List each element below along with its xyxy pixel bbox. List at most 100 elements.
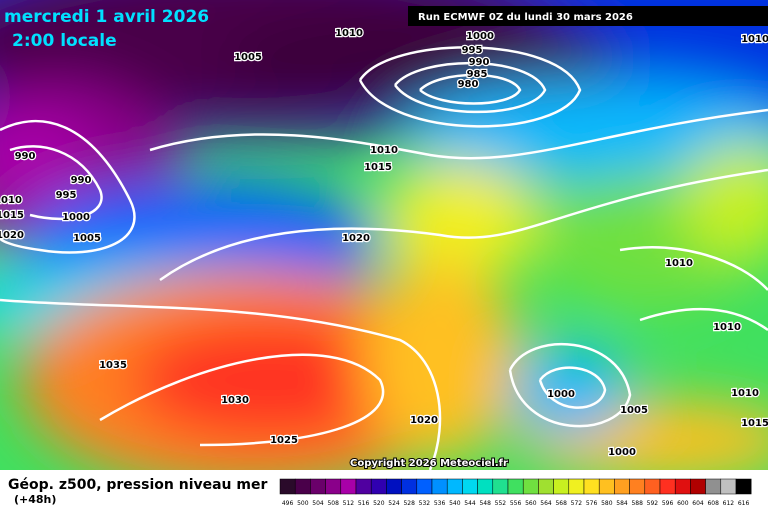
scale-label: 596	[662, 500, 674, 507]
scale-swatch	[644, 478, 661, 495]
isobar-label: 1000	[608, 447, 636, 458]
scale-swatch	[446, 478, 463, 495]
scale-swatch	[538, 478, 554, 495]
isobar-label: 1000	[62, 212, 90, 223]
scale-label: 532	[419, 500, 431, 507]
scale-swatch	[325, 478, 342, 495]
isobar-label: 1010	[731, 388, 759, 399]
scale-swatch	[477, 478, 494, 495]
scale-swatch	[310, 478, 326, 495]
forecast-time: 2:00 locale	[12, 31, 117, 51]
isobar-label: 1015	[364, 162, 392, 173]
scale-swatch	[294, 478, 311, 495]
isobar-label: 1015	[0, 210, 24, 221]
scale-label: 524	[388, 500, 400, 507]
scale-label: 600	[677, 500, 689, 507]
isobar-label: 1025	[270, 435, 298, 446]
scale-swatch	[340, 478, 357, 495]
isobar-label: 1010	[335, 28, 363, 39]
isobar-label: 1010	[370, 145, 398, 156]
scale-label: 544	[464, 500, 476, 507]
scale-label: 612	[723, 500, 735, 507]
scale-swatch	[370, 478, 387, 495]
run-banner	[408, 6, 768, 26]
forecast-date: mercredi 1 avril 2026	[4, 7, 209, 27]
isobar-label: 1010	[665, 258, 693, 269]
isobar-label: 980	[458, 79, 479, 90]
isobar-label: 1005	[73, 233, 101, 244]
scale-swatch	[492, 478, 509, 495]
footer-title: Géop. z500, pression niveau mer	[8, 477, 267, 493]
isobar-label: 995	[462, 45, 483, 56]
isobar-label: 1035	[99, 360, 127, 371]
isobar-label: 1015	[741, 418, 768, 429]
lead-time: (+48h)	[14, 493, 56, 506]
isobar-label: 1020	[0, 230, 24, 241]
scale-swatch	[386, 478, 402, 495]
scale-swatch	[431, 478, 448, 495]
scale-label: 564	[540, 500, 552, 507]
scale-label: 508	[327, 500, 339, 507]
isobar-label: 1020	[410, 415, 438, 426]
scale-swatch	[629, 478, 646, 495]
run-info: Run ECMWF 0Z du lundi 30 mars 2026	[418, 12, 633, 23]
scale-swatch	[568, 478, 585, 495]
isobar-label: 990	[71, 175, 92, 186]
scale-label: 572	[571, 500, 583, 507]
scale-label: 548	[479, 500, 491, 507]
scale-swatch	[507, 478, 524, 495]
scale-swatch	[553, 478, 570, 495]
scale-label: 592	[647, 500, 659, 507]
isobar-label: 985	[467, 69, 488, 80]
scale-swatch	[583, 478, 600, 495]
scale-label: 520	[373, 500, 385, 507]
scale-swatch	[355, 478, 372, 495]
scale-label: 608	[707, 500, 719, 507]
scale-label: 616	[738, 500, 750, 507]
scale-swatch	[401, 478, 418, 495]
scale-label: 584	[616, 500, 628, 507]
scale-label: 500	[297, 500, 309, 507]
scale-label: 496	[282, 500, 294, 507]
scale-label: 588	[631, 500, 643, 507]
scale-label: 556	[510, 500, 522, 507]
scale-swatch	[705, 478, 722, 495]
isobar-label: 1000	[466, 31, 494, 42]
scale-swatch	[462, 478, 478, 495]
isobar-label: 1010	[741, 34, 768, 45]
scale-swatch	[674, 478, 691, 495]
isobar-label: 1005	[620, 405, 648, 416]
isobar-label: 1020	[342, 233, 370, 244]
scale-swatch	[690, 478, 706, 495]
copyright: Copyright 2026 Meteociel.fr	[350, 458, 508, 469]
scale-swatch	[735, 478, 752, 495]
scale-swatch	[416, 478, 433, 495]
scale-swatch	[659, 478, 676, 495]
scale-swatch	[598, 478, 615, 495]
isobar-label: 1010	[0, 195, 22, 206]
scale-label: 504	[312, 500, 324, 507]
scale-label: 528	[403, 500, 415, 507]
scale-label: 512	[343, 500, 355, 507]
color-scale: 496 500 504 508 512 516 520 524 528 532 536 540 544 5…	[279, 478, 752, 507]
isobar-label: 990	[15, 151, 36, 162]
scale-label: 580	[601, 500, 613, 507]
scale-swatch	[522, 478, 539, 495]
scale-label: 560	[525, 500, 537, 507]
scale-label: 576	[586, 500, 598, 507]
scale-swatch	[720, 478, 737, 495]
scale-swatch	[614, 478, 630, 495]
isobar-label: 1010	[713, 322, 741, 333]
isobar-label: 995	[56, 190, 77, 201]
isobar-label: 1030	[221, 395, 249, 406]
scale-label: 568	[555, 500, 567, 507]
scale-label: 604	[692, 500, 704, 507]
scale-label: 540	[449, 500, 461, 507]
scale-swatch	[279, 478, 296, 495]
isobar-label: 990	[469, 57, 490, 68]
scale-label: 536	[434, 500, 446, 507]
scale-label: 552	[495, 500, 507, 507]
isobars	[0, 46, 768, 471]
scale-label: 516	[358, 500, 370, 507]
